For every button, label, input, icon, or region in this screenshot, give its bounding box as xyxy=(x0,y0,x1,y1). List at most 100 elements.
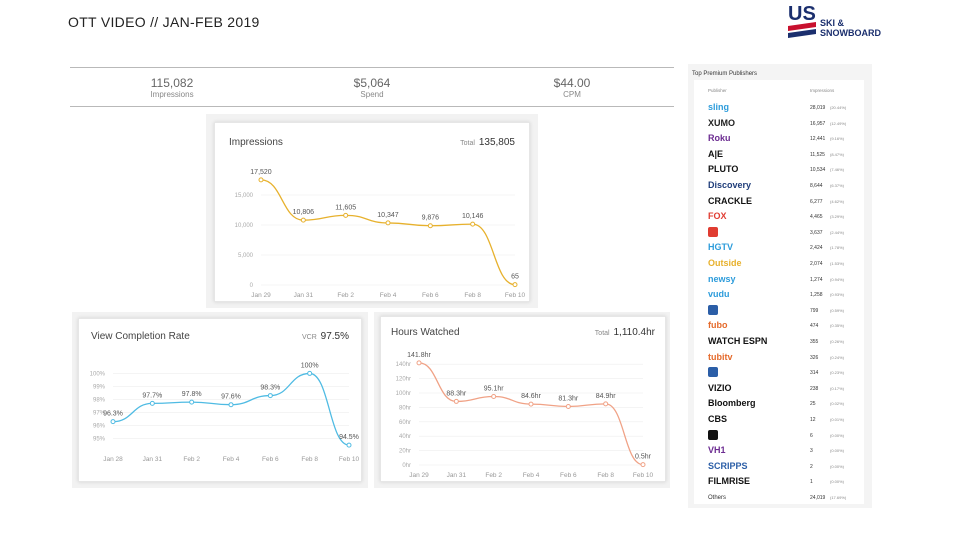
data-label: 96.3% xyxy=(103,411,123,418)
data-point xyxy=(110,419,116,425)
data-label: 97.6% xyxy=(221,394,241,401)
publisher-impressions: 6 xyxy=(810,432,813,439)
publisher-row: vudu 1,258 (0.93%) xyxy=(694,287,864,302)
publisher-impressions: 326 xyxy=(810,354,819,361)
x-tick-label: Feb 10 xyxy=(339,456,360,463)
y-tick-label: 140hr xyxy=(396,362,411,368)
publisher-row: fubo 474 (0.35%) xyxy=(694,318,864,333)
publishers-title: Top Premium Publishers xyxy=(692,71,758,77)
x-tick-label: Feb 2 xyxy=(485,472,502,479)
publisher-logo-text: vudu xyxy=(708,289,730,300)
publisher-logo-text: tubitv xyxy=(708,351,733,362)
publisher-share: (12.49%) xyxy=(830,120,847,126)
data-point xyxy=(453,398,459,404)
publisher-logo-text: XUMO xyxy=(708,117,735,128)
stat-label: Impressions xyxy=(150,90,194,99)
publisher-row: CBS 12 (0.01%) xyxy=(694,412,864,427)
publisher-impressions: 2 xyxy=(810,463,813,470)
publisher-row: tubitv 326 (0.24%) xyxy=(694,350,864,365)
publisher-logo-text: CRACKLE xyxy=(708,195,752,206)
x-tick-label: Feb 8 xyxy=(597,472,614,479)
vcr-total: VCR 97.5% xyxy=(302,331,349,342)
hours-total: Total 1,110.4hr xyxy=(595,327,655,338)
hours-line-chart: 140hr 120hr 100hr 80hr 60hr 40hr 20hr 0hr Jan 29… xyxy=(396,352,654,479)
series-line xyxy=(112,372,350,446)
data-label: 98.3% xyxy=(260,385,280,392)
publisher-logo-text: fubo xyxy=(708,320,728,331)
publisher-row: PLUTO 10,534 (7.46%) xyxy=(694,162,864,177)
logo-line2: SNOWBOARD xyxy=(820,28,881,38)
publisher-impressions: 8,644 xyxy=(810,183,823,189)
publisher-share: (6.37%) xyxy=(830,183,845,188)
y-tick-label: 80hr xyxy=(399,405,411,411)
x-tick-label: Jan 31 xyxy=(447,472,467,479)
y-tick-label: 100hr xyxy=(396,391,411,397)
publisher-share: (0.00%) xyxy=(830,448,845,454)
publisher-impressions: 314 xyxy=(810,370,819,377)
page-title: OTT VIDEO // JAN-FEB 2019 xyxy=(68,14,260,30)
y-tick-label: 99% xyxy=(93,384,106,390)
publisher-row: Bloomberg 25 (0.02%) xyxy=(694,396,864,411)
x-tick-label: Feb 4 xyxy=(223,456,240,463)
data-label: 17,520 xyxy=(250,169,272,176)
x-tick-label: Jan 31 xyxy=(294,292,314,299)
publisher-row: Outside 2,074 (1.53%) xyxy=(694,256,864,271)
publisher-impressions: 3 xyxy=(810,448,813,455)
data-label: 94.5% xyxy=(339,434,359,441)
stat-spend: $5,064 Spend xyxy=(312,76,432,99)
data-point xyxy=(528,401,534,407)
data-point xyxy=(343,212,349,218)
impressions-total-value: 135,805 xyxy=(478,137,515,148)
publisher-row: XUMO 16,957 (12.49%) xyxy=(694,116,864,131)
data-label: 10,146 xyxy=(462,213,484,220)
data-point xyxy=(603,401,609,407)
col-impressions: Impressions xyxy=(810,88,835,93)
data-label: 9,876 xyxy=(422,215,440,222)
data-point xyxy=(416,360,422,366)
data-label: 141.8hr xyxy=(407,352,431,359)
publisher-share: (3.29%) xyxy=(830,214,845,220)
publisher-row: sling 28,019 (20.44%) xyxy=(694,100,864,115)
publisher-share: (0.26%) xyxy=(830,339,845,344)
stat-value: 115,082 xyxy=(150,76,194,90)
publisher-logo-text xyxy=(708,429,718,442)
publisher-impressions: 2,424 xyxy=(810,245,823,252)
data-label: 84.9hr xyxy=(596,393,617,400)
publisher-row: FOX 4,465 (3.29%) xyxy=(694,209,864,224)
y-tick-label: 98% xyxy=(93,397,106,403)
stat-label: Spend xyxy=(360,90,384,99)
x-tick-label: Jan 31 xyxy=(143,456,163,463)
series-line xyxy=(418,362,644,466)
publisher-share: (2.44%) xyxy=(830,229,845,235)
series-line xyxy=(260,179,516,286)
y-tick-label: 60hr xyxy=(399,420,411,426)
publisher-share: (0.93%) xyxy=(830,292,845,298)
data-point xyxy=(228,402,234,408)
publisher-impressions: 12,441 xyxy=(810,136,826,143)
logo-line1: SKI & xyxy=(820,18,845,28)
us-ski-snowboard-logo: US SKI & SNOWBOARD xyxy=(786,2,898,42)
publisher-impressions: 12 xyxy=(810,417,816,423)
x-tick-label: Feb 8 xyxy=(301,456,318,463)
publisher-share: (7.46%) xyxy=(830,167,845,173)
data-point xyxy=(267,393,273,399)
publisher-logo-text: A|E xyxy=(708,148,724,159)
data-point xyxy=(565,403,571,409)
publisher-logo-text: Others xyxy=(708,495,727,501)
publisher-share: (0.01%) xyxy=(830,417,845,422)
publisher-logo-icon xyxy=(708,226,718,237)
data-point xyxy=(512,282,518,288)
vcr-title: View Completion Rate xyxy=(91,331,190,342)
publisher-row: WATCH ESPN 355 (0.26%) xyxy=(694,334,864,349)
publisher-logo-text: newsy xyxy=(708,273,736,284)
impressions-line-chart: 15,000 10,000 5,000 0 Jan 29 Jan 31 Feb 2 Feb 4… xyxy=(235,169,526,299)
y-tick-label: 95% xyxy=(93,437,106,443)
publisher-share: (0.00%) xyxy=(830,432,845,438)
publisher-impressions: 16,957 xyxy=(810,120,826,127)
publisher-row: 3,637 (2.44%) xyxy=(694,225,864,240)
publisher-impressions: 25 xyxy=(810,401,816,408)
publisher-row: FILMRISE 1 (0.00%) xyxy=(694,474,864,489)
data-label: 97.7% xyxy=(142,392,162,399)
data-label: 95.1hr xyxy=(484,386,505,393)
stat-cpm: $44.00 CPM xyxy=(512,76,632,99)
